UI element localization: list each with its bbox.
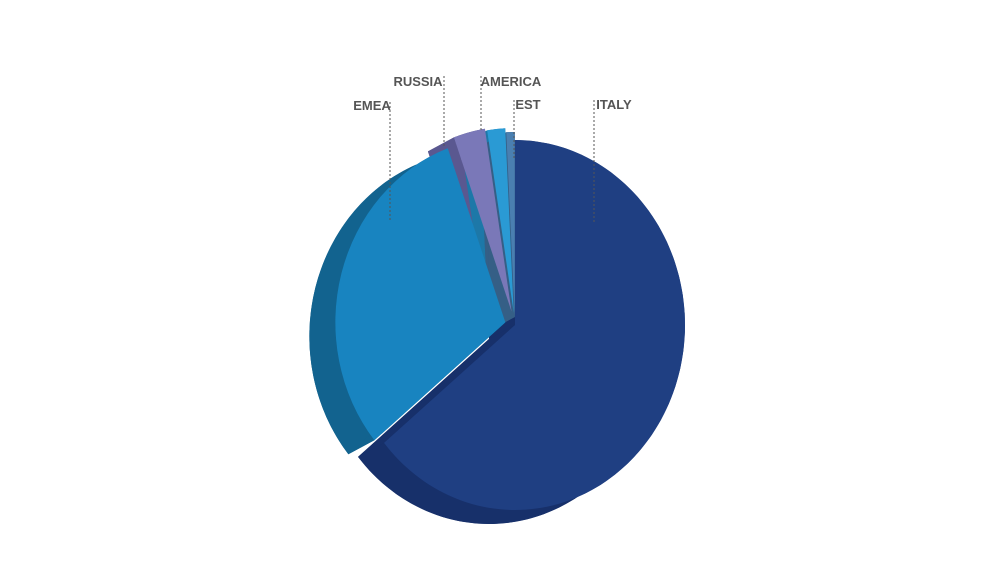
pie-slice-edge-emea	[309, 148, 448, 455]
pie-slices	[309, 128, 685, 524]
pie-slice-italy	[384, 140, 685, 511]
pie-slice-america	[487, 128, 514, 314]
pie-slice-face-italy-1	[358, 325, 515, 457]
data-label-est: EST	[515, 97, 540, 112]
data-label-italy: ITALY	[596, 97, 632, 112]
data-label-emea: EMEA	[353, 98, 391, 113]
pie-slice-russia	[453, 128, 512, 312]
pie-slice-est	[506, 132, 515, 318]
data-label-russia: RUSSIA	[393, 74, 443, 89]
pie-slice-emea	[335, 148, 506, 441]
data-label-america: AMERICA	[481, 74, 542, 89]
pie-slice-edge-italy	[358, 140, 685, 524]
